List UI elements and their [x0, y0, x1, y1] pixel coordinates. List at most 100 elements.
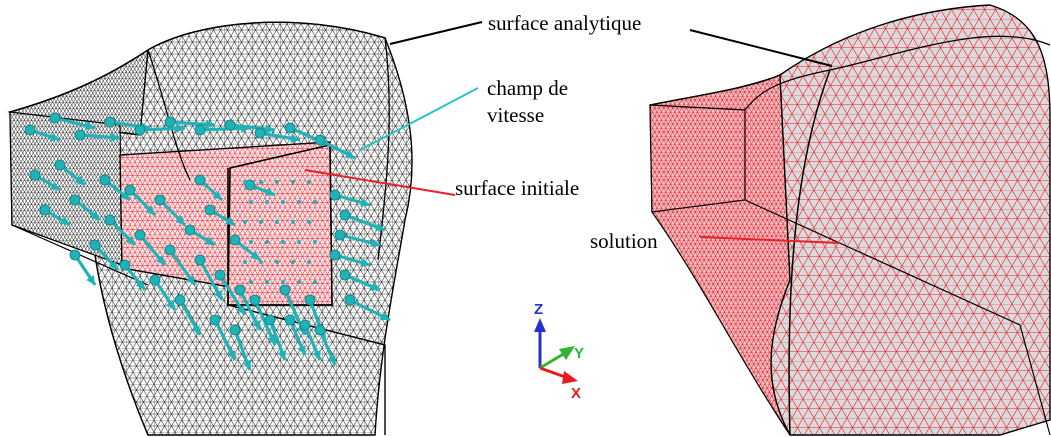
velocity-point	[275, 180, 279, 184]
velocity-point	[265, 280, 269, 284]
velocity-arrowhead	[236, 304, 245, 315]
velocity-arrowhead	[344, 149, 355, 158]
velocity-point	[291, 260, 295, 264]
velocity-arrowhead	[224, 216, 235, 225]
velocity-arrow-ball	[344, 294, 356, 306]
velocity-arrowhead	[49, 181, 60, 190]
velocity-arrowhead	[75, 175, 85, 185]
velocity-arrow-ball	[314, 324, 326, 336]
velocity-point	[243, 260, 247, 264]
velocity-arrow-ball	[164, 116, 176, 128]
axis-x-label: X	[571, 385, 581, 402]
right-solution-object	[649, 4, 1051, 436]
solution-back-panel	[649, 104, 746, 213]
velocity-arrowhead	[125, 235, 135, 245]
velocity-arrowhead	[267, 334, 276, 345]
velocity-arrowhead	[59, 216, 70, 225]
velocity-arrowhead	[264, 187, 275, 196]
axis-y-line	[539, 351, 566, 370]
velocity-arrow-ball	[89, 239, 101, 251]
velocity-arrowhead	[360, 258, 370, 267]
leader-surface-analytique-right	[689, 29, 833, 67]
velocity-arrowhead	[374, 222, 385, 232]
axis-x-arrowhead	[562, 371, 578, 384]
axis-y-label: Y	[574, 345, 584, 362]
left-mesh-object	[7, 21, 413, 436]
velocity-arrowhead	[175, 123, 185, 133]
leader-surface-initiale	[304, 169, 456, 196]
velocity-arrowhead	[110, 132, 120, 142]
velocity-arrow-ball	[54, 159, 66, 171]
velocity-point	[297, 280, 301, 284]
velocity-arrow-ball	[244, 179, 256, 191]
velocity-arrowhead	[205, 119, 215, 129]
velocity-arrowhead	[360, 198, 370, 207]
velocity-point	[243, 180, 247, 184]
left-wall-dense	[9, 111, 123, 266]
velocity-point	[275, 220, 279, 224]
velocity-point	[291, 220, 295, 224]
label-surface-initiale: surface initiale	[455, 176, 579, 200]
velocity-arrowhead	[191, 324, 200, 335]
velocity-arrow-ball	[149, 274, 161, 286]
velocity-arrowhead	[85, 121, 95, 131]
velocity-point	[291, 180, 295, 184]
velocity-point	[265, 240, 269, 244]
velocity-arrowhead	[120, 190, 130, 200]
velocity-arrowhead	[327, 354, 336, 365]
velocity-arrowhead	[242, 359, 252, 370]
velocity-point	[259, 180, 263, 184]
velocity-arrow-ball	[29, 169, 41, 181]
velocity-arrow-ball	[329, 249, 341, 261]
velocity-arrow-ball	[124, 184, 136, 196]
velocity-arrow-ball	[39, 204, 51, 216]
velocity-point	[297, 200, 301, 204]
velocity-arrow-ball	[164, 244, 176, 256]
velocity-arrow-ball	[74, 129, 86, 141]
axis-z-label: Z	[534, 301, 543, 318]
velocity-point	[313, 280, 317, 284]
velocity-arrowhead	[186, 275, 195, 285]
velocity-arrow-ball	[339, 269, 351, 281]
velocity-arrowhead	[86, 275, 95, 285]
velocity-arrow-ball	[229, 324, 241, 336]
velocity-arrowhead	[90, 210, 100, 220]
velocity-arrow-ball	[304, 294, 316, 306]
velocity-point	[259, 260, 263, 264]
velocity-arrow-ball	[104, 116, 116, 128]
velocity-arrow-ball	[194, 254, 206, 266]
velocity-point	[307, 260, 311, 264]
velocity-point	[249, 240, 253, 244]
velocity-arrow-ball	[224, 119, 236, 131]
label-champ-line2: vitesse	[487, 103, 544, 127]
leader-champ-vitesse	[359, 87, 479, 151]
velocity-arrow-ball	[234, 284, 246, 296]
velocity-point	[265, 200, 269, 204]
velocity-arrow-ball	[284, 122, 296, 134]
velocity-arrow-ball	[174, 294, 186, 306]
velocity-arrow-ball	[204, 204, 216, 216]
velocity-point	[243, 220, 247, 224]
velocity-arrow-ball	[229, 234, 241, 246]
velocity-point	[307, 180, 311, 184]
velocity-arrowhead	[369, 282, 380, 291]
velocity-arrowhead	[175, 215, 185, 225]
leader-solution	[699, 236, 841, 244]
velocity-arrow-ball	[254, 127, 266, 139]
velocity-arrowhead	[145, 205, 155, 215]
velocity-arrowhead	[370, 238, 380, 248]
velocity-point	[281, 280, 285, 284]
velocity-arrow-ball	[69, 194, 81, 206]
velocity-arrowhead	[166, 300, 175, 310]
velocity-arrow-ball	[194, 174, 206, 186]
velocity-arrow-ball	[119, 259, 131, 271]
velocity-arrow-ball	[49, 112, 61, 124]
velocity-arrow-ball	[279, 284, 291, 296]
velocity-arrow-ball	[299, 319, 311, 331]
velocity-point	[259, 220, 263, 224]
velocity-arrow-ball	[249, 294, 261, 306]
velocity-point	[307, 220, 311, 224]
velocity-arrowhead	[204, 236, 215, 245]
velocity-arrowhead	[297, 344, 306, 355]
velocity-point	[313, 240, 317, 244]
